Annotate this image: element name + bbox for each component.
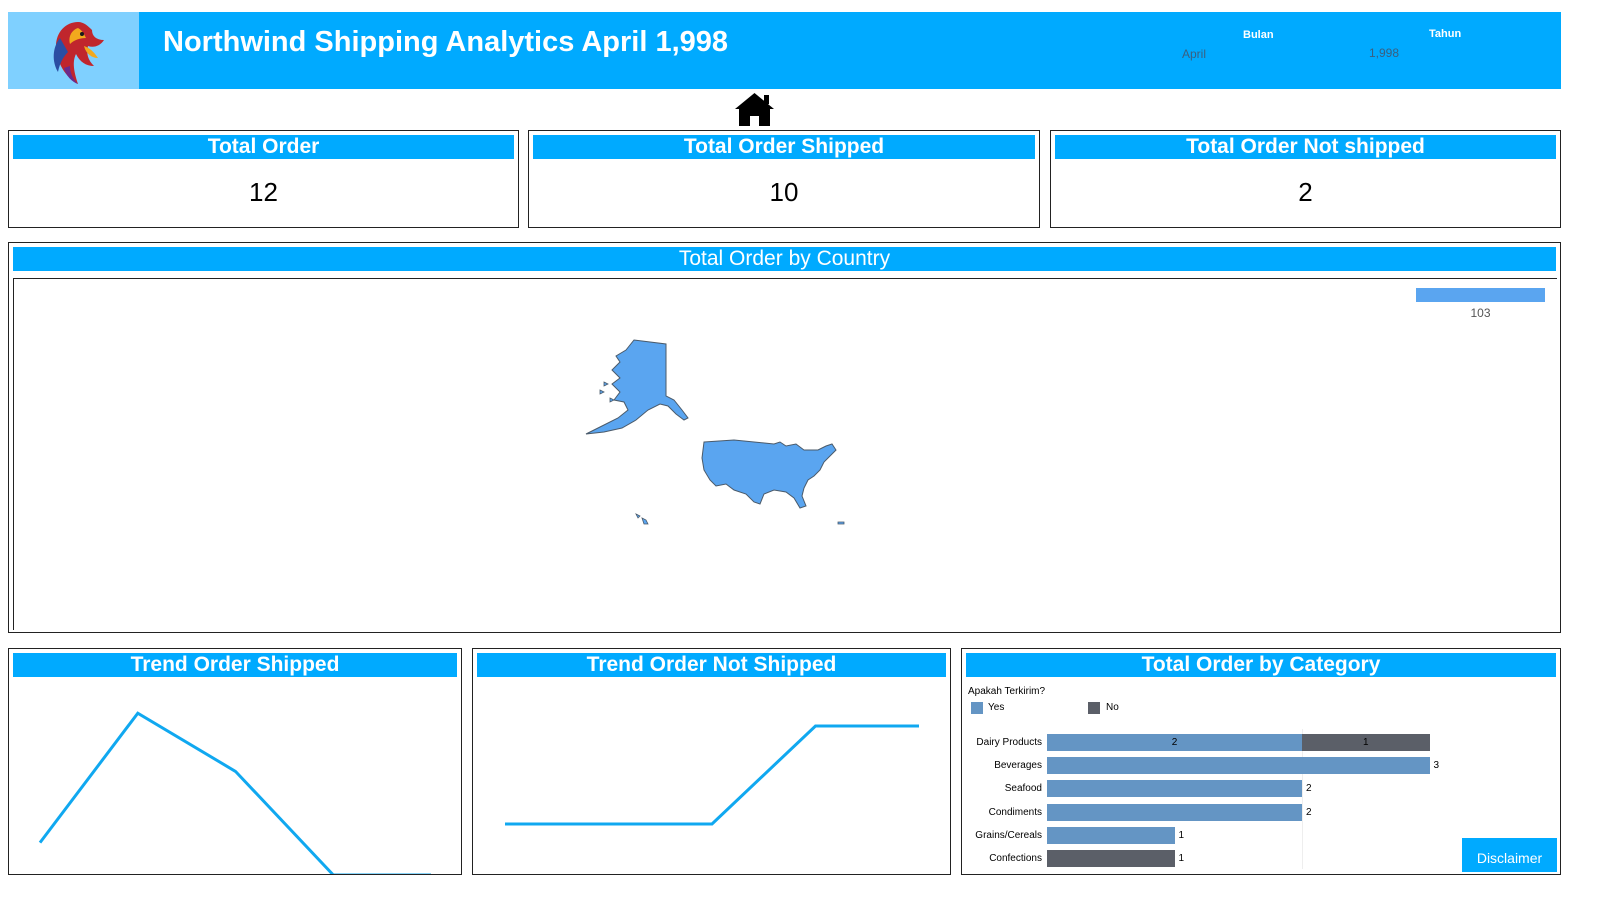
map-area[interactable]: 103 [13, 278, 1557, 630]
home-button[interactable] [733, 91, 776, 127]
kpi-title: Total Order Shipped [533, 135, 1035, 159]
kpi-title: Total Order Not shipped [1055, 135, 1556, 159]
kpi-card-total-shipped: Total Order Shipped 10 [528, 130, 1040, 228]
dashboard-title: Northwind Shipping Analytics April 1,998 [163, 26, 729, 58]
bar-data-label: 3 [1433, 760, 1440, 772]
map-title: Total Order by Country [13, 247, 1556, 271]
category-label: Seafood [1004, 783, 1042, 795]
month-filter-value[interactable]: April [1182, 47, 1207, 61]
trend-shipped-title: Trend Order Shipped [13, 653, 457, 677]
chart-gridline [1302, 729, 1303, 869]
kpi-card-total-not-shipped: Total Order Not shipped 2 [1050, 130, 1561, 228]
category-bar-yes[interactable] [1047, 803, 1302, 821]
logo-container [8, 12, 139, 89]
category-label: Condiments [988, 806, 1042, 818]
home-icon [735, 93, 774, 126]
category-bar-chart[interactable]: Dairy Products 2 1 Beverages 3 Seafood 2 Condim… [962, 729, 1560, 874]
bar-data-label: 2 [1306, 806, 1312, 818]
month-filter-label: Bulan [1243, 29, 1274, 41]
trend-shipped-line [38, 711, 431, 874]
map-legend-value: 103 [1470, 306, 1491, 320]
kpi-value: 10 [769, 177, 799, 207]
legend-label-yes: Yes [988, 702, 1005, 713]
phoenix-logo-icon [53, 22, 104, 84]
category-bar-yes[interactable] [1047, 734, 1302, 751]
category-bar-yes[interactable] [1047, 757, 1430, 775]
legend-label-no: No [1106, 702, 1119, 713]
legend-swatch-no [1088, 702, 1100, 714]
bar-data-label: 1 [1178, 829, 1185, 841]
bar-data-label: 1 [1178, 853, 1185, 864]
kpi-value: 12 [249, 177, 278, 207]
bar-data-label: 2 [1171, 737, 1178, 748]
bar-data-label: 2 [1306, 783, 1312, 795]
kpi-title: Total Order [13, 135, 514, 159]
disclaimer-button[interactable]: Disclaimer [1462, 838, 1557, 872]
trend-not-shipped-chart[interactable] [473, 679, 950, 874]
trend-not-shipped-title: Trend Order Not Shipped [477, 653, 946, 677]
header-bar [8, 12, 1561, 89]
map-panel: Total Order by Country 103 [8, 242, 1561, 633]
category-label: Dairy Products [976, 737, 1042, 748]
trend-shipped-chart[interactable] [9, 679, 461, 874]
kpi-value: 2 [1298, 177, 1313, 207]
category-label: Grains/Cereals [975, 829, 1042, 841]
trend-not-shipped-panel: Trend Order Not Shipped [472, 648, 951, 875]
category-bar-no[interactable] [1047, 850, 1175, 867]
kpi-card-total-order: Total Order 12 [8, 130, 519, 228]
trend-not-shipped-line [505, 724, 919, 826]
category-bar-yes[interactable] [1047, 780, 1302, 798]
legend-swatch-yes [971, 702, 983, 714]
bar-data-label: 1 [1362, 737, 1369, 748]
category-bar-yes[interactable] [1047, 826, 1175, 844]
category-label: Beverages [994, 760, 1042, 772]
category-panel: Total Order by Category Apakah Terkirim?… [961, 648, 1561, 875]
trend-shipped-panel: Trend Order Shipped [8, 648, 462, 875]
category-label: Confections [989, 853, 1042, 864]
map-legend-bar [1416, 288, 1545, 302]
category-title: Total Order by Category [966, 653, 1556, 677]
usa-map-icon[interactable] [574, 334, 854, 534]
category-bar-no[interactable] [1302, 734, 1430, 751]
year-filter-value[interactable]: 1,998 [1369, 46, 1400, 60]
category-legend-title: Apakah Terkirim? [968, 686, 1046, 697]
year-filter-label: Tahun [1429, 28, 1462, 40]
